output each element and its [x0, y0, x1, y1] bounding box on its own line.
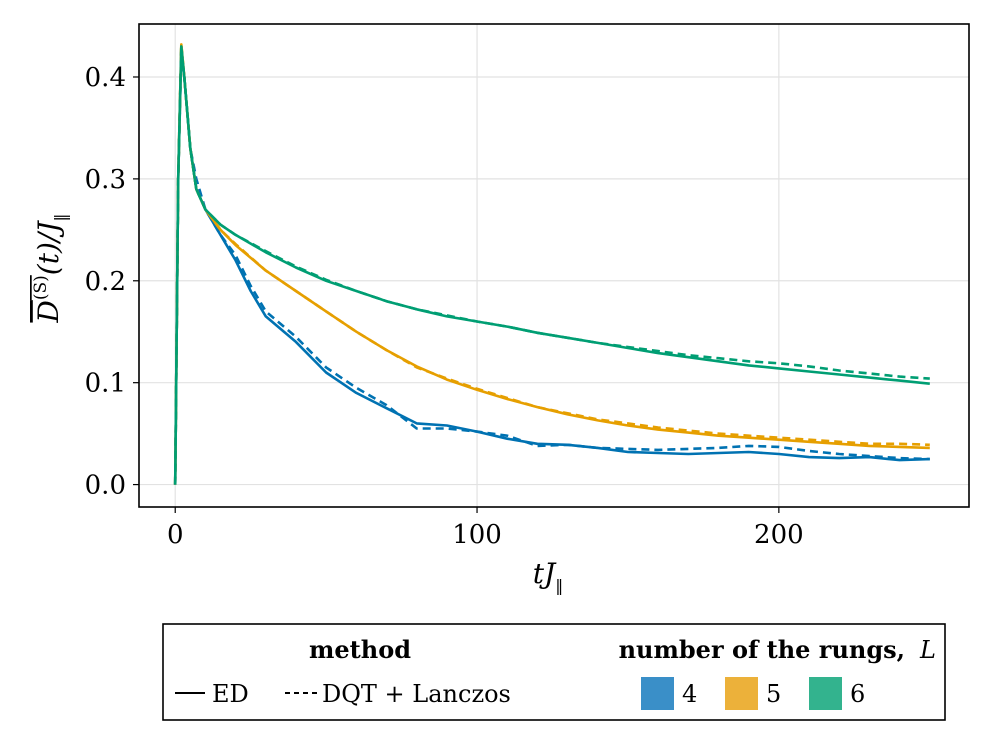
x-tick-label: 0 [167, 520, 184, 550]
svg-text:D(S)(t)/J‖: D(S)(t)/J‖ [31, 213, 70, 323]
series-line-L4-ed [173, 50, 930, 485]
grid-lines [139, 24, 969, 507]
svg-text:tJ‖: tJ‖ [533, 557, 563, 595]
y-tick-label: 0.1 [85, 369, 126, 399]
legend-rungs-symbol: L [919, 636, 936, 664]
series-line-L6-dqt [173, 45, 930, 485]
y-tick-label: 0.4 [85, 63, 126, 93]
legend-method-dqt: DQT + Lanczos [322, 680, 511, 708]
y-tick-label: 0.0 [85, 471, 126, 501]
y-tick-label: 0.2 [85, 267, 126, 297]
series-lines [173, 43, 930, 485]
legend-rungs-title: number of the rungs, L [619, 635, 936, 664]
x-tick-label: 100 [452, 520, 502, 550]
legend-label-l4: 4 [682, 680, 697, 708]
y-tick-label: 0.3 [85, 165, 126, 195]
legend-label-l6: 6 [850, 680, 865, 708]
axis-ticks: 0 100 200 0.0 0.1 0.2 0.3 0.4 [85, 63, 804, 550]
series-line-L6-ed [173, 45, 930, 485]
legend-method-ed: ED [212, 680, 249, 708]
series-line-L4-dqt [173, 50, 930, 485]
plot-frame [138, 23, 970, 508]
x-axis-label: tJ‖ [533, 557, 563, 595]
legend-label-l5: 5 [766, 680, 781, 708]
legend-method-title: method [309, 635, 411, 664]
y-axis-label: D(S)(t)/J‖ [31, 213, 70, 323]
legend-swatch-l4 [641, 677, 674, 710]
legend-swatch-l6 [809, 677, 842, 710]
legend-swatch-l5 [725, 677, 758, 710]
legend: method number of the rungs, L ED DQT + L… [162, 623, 946, 721]
svg-text:number of the rungs,: number of the rungs, [619, 635, 905, 664]
x-tick-label: 200 [754, 520, 804, 550]
